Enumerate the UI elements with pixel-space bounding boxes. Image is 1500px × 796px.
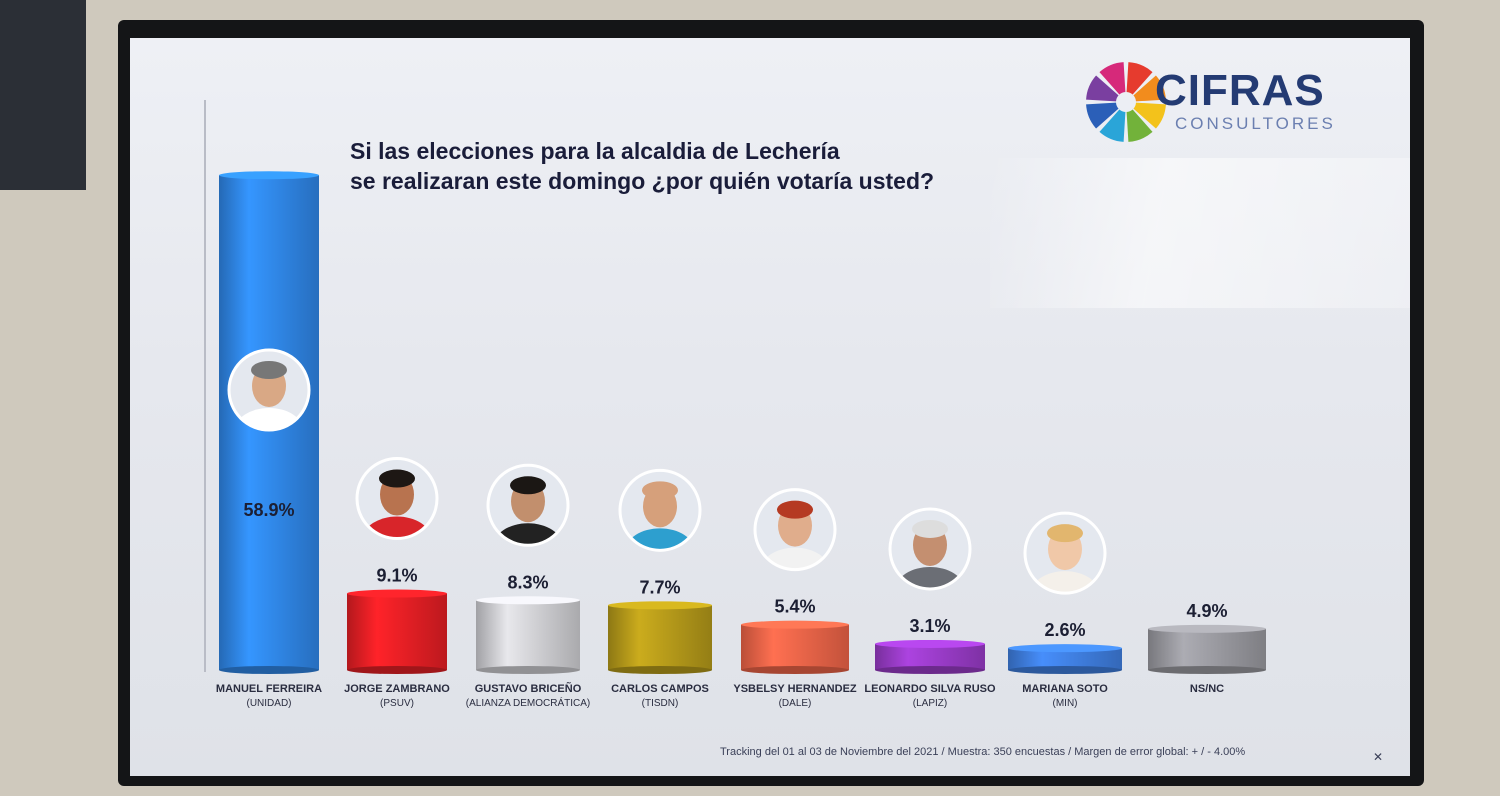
bar-value-label: 2.6% [1044, 620, 1085, 640]
candidate-photo [890, 508, 970, 589]
party-label: (LAPIZ) [913, 698, 947, 709]
bar-value-label: 58.9% [243, 500, 294, 520]
party-label: (ALIANZA DEMOCRÁTICA) [466, 696, 590, 709]
photo-frame [1023, 511, 1107, 595]
logo-wheel-segment [1133, 102, 1166, 129]
logo-name: CIFRAS [1155, 66, 1325, 115]
category-label: MANUEL FERREIRA [216, 683, 322, 695]
bar-value-label: 8.3% [507, 572, 548, 592]
bar-top-cap [1008, 644, 1122, 653]
bar-bottom-cap [1008, 666, 1122, 674]
category-label: MARIANA SOTO [1022, 683, 1108, 695]
bar-top-cap [219, 171, 319, 180]
bar-bottom-cap [219, 666, 319, 674]
bar-top-cap [608, 601, 712, 610]
chart-title-line-2: se realizaran este domingo ¿por quién vo… [350, 168, 935, 194]
logo-wheel-segment [1133, 75, 1166, 102]
bar-top-cap [476, 596, 580, 605]
bar-group: 5.4% YSBELSY HERNANDEZ (DALE) [733, 488, 857, 709]
bar-value-label: 4.9% [1186, 601, 1227, 621]
photo-frame [355, 457, 439, 541]
close-icon[interactable]: ✕ [1373, 750, 1384, 764]
bar-bottom-cap [608, 666, 712, 674]
logo-tagline: CONSULTORES [1175, 114, 1336, 133]
bar-value-label: 5.4% [774, 597, 815, 617]
bar-top-cap [347, 589, 447, 598]
photo-frame [486, 463, 570, 547]
bar [741, 624, 849, 670]
category-label: JORGE ZAMBRANO [344, 683, 450, 695]
bar [875, 643, 985, 670]
category-label: LEONARDO SILVA RUSO [864, 683, 996, 695]
bar [347, 593, 447, 670]
category-label: YSBELSY HERNANDEZ [733, 683, 857, 695]
photo-frame [888, 507, 972, 591]
candidate-photo [620, 470, 700, 551]
photo-frame [227, 348, 311, 432]
logo-wheel-segment [1126, 109, 1153, 142]
party-label: (UNIDAD) [247, 698, 292, 709]
party-label: (TISDN) [642, 698, 679, 709]
logo-wheel-segment [1099, 109, 1126, 142]
bar-value-label: 7.7% [639, 577, 680, 597]
photo-frame [753, 488, 837, 572]
candidate-photo [1025, 513, 1105, 594]
bar [476, 600, 580, 670]
photo-frame [618, 468, 702, 552]
bar-group: 8.3% GUSTAVO BRICEÑO(ALIANZA DEMOCRÁTICA) [466, 463, 590, 709]
bar-group: 58.9% MANUEL FERREIRA (UNIDAD) [216, 171, 322, 709]
bar-bottom-cap [741, 666, 849, 674]
party-label: (DALE) [779, 698, 812, 709]
cifras-logo: CIFRAS CONSULTORES [1085, 56, 1385, 156]
bar-group: 2.6% MARIANA SOTO (MIN) [1008, 511, 1122, 709]
logo-wheel-segment [1126, 62, 1153, 95]
bar-bottom-cap [347, 666, 447, 674]
bar-bottom-cap [476, 666, 580, 674]
logo-wheel-segment [1086, 75, 1119, 102]
candidate-photo [488, 465, 568, 546]
chart-title-line-1: Si las elecciones para la alcaldia de Le… [350, 138, 840, 164]
presentation-slide: CIFRAS CONSULTORES 58.9% MANUEL FERREIRA (… [130, 38, 1410, 776]
category-label: CARLOS CAMPOS [611, 683, 709, 695]
bar-top-cap [875, 639, 985, 648]
bar [1008, 648, 1122, 670]
candidate-photo [229, 350, 309, 430]
screen-glare [990, 158, 1410, 308]
bar [1148, 628, 1266, 670]
party-label: (PSUV) [380, 698, 414, 709]
party-label: (MIN) [1053, 698, 1078, 709]
bar-value-label: 9.1% [376, 566, 417, 586]
bar-bottom-cap [875, 666, 985, 674]
logo-wheel-segment [1099, 62, 1126, 95]
survey-footnote: Tracking del 01 al 03 de Noviembre del 2… [720, 746, 1246, 758]
bar-group: 3.1% LEONARDO SILVA RUSO (LAPIZ) [864, 507, 996, 709]
category-label: GUSTAVO BRICEÑO [475, 682, 582, 695]
bar-top-cap [741, 620, 849, 629]
bar-group: 7.7% CARLOS CAMPOS (TISDN) [608, 468, 712, 709]
bar-group: 4.9% NS/NC [1148, 601, 1266, 695]
logo-wheel-icon [1086, 62, 1166, 142]
bar-chart: 58.9% MANUEL FERREIRA (UNIDAD) 9.1% JORGE ZA… [204, 100, 1266, 709]
logo-wheel-segment [1086, 102, 1119, 129]
bar [608, 605, 712, 670]
category-label: NS/NC [1190, 683, 1224, 695]
candidate-photo [357, 458, 437, 539]
wall-background [0, 0, 86, 190]
bar-top-cap [1148, 624, 1266, 633]
candidate-photo [755, 489, 835, 570]
bar-bottom-cap [1148, 666, 1266, 674]
bar-group: 9.1% JORGE ZAMBRANO (PSUV) [344, 457, 450, 709]
chart-title: Si las elecciones para la alcaldia de Le… [350, 136, 934, 196]
bar-value-label: 3.1% [909, 616, 950, 636]
